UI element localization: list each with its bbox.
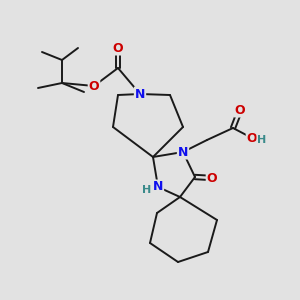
Text: N: N — [178, 146, 188, 158]
Text: N: N — [135, 88, 145, 100]
Text: H: H — [142, 185, 152, 195]
Text: O: O — [207, 172, 217, 184]
Text: O: O — [89, 80, 99, 92]
Text: O: O — [247, 131, 257, 145]
Text: H: H — [257, 135, 267, 145]
Text: N: N — [153, 181, 163, 194]
Text: O: O — [113, 41, 123, 55]
Text: O: O — [235, 103, 245, 116]
